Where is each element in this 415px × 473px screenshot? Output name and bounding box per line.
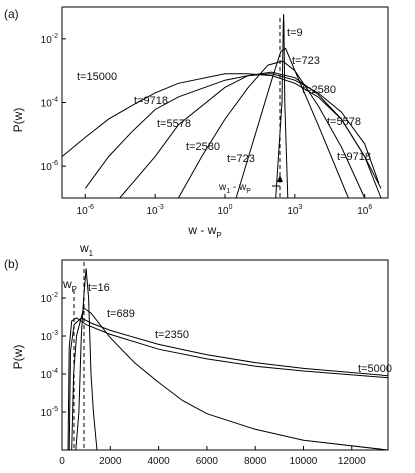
panel-a-curve <box>177 60 366 199</box>
panel-b-xticks: 0 2000 4000 6000 8000 10000 12000 <box>59 446 366 467</box>
panel-a-ylabel: P(w) <box>11 108 25 133</box>
panel-a-marker-label: w1 - wP <box>218 182 251 195</box>
panel-b-ytick-label: 10-5 <box>41 406 58 419</box>
panel-b-ytick-label: 10-2 <box>41 292 58 305</box>
panel-a-curve-label: t=723 <box>292 55 320 67</box>
panel-a-curves <box>61 14 382 199</box>
panel-b-xtick-label: 0 <box>59 456 65 467</box>
panel-b-xtick-label: 8000 <box>244 456 267 467</box>
panel-a-xticks: 10-6 10-3 100 103 106 <box>77 194 372 217</box>
panel-b-curve <box>71 307 389 451</box>
panel-a-frame <box>61 6 389 199</box>
panel-b-xtick-label: 6000 <box>196 456 219 467</box>
panel-a: (a) P(w) 10-210-410-6 10-6 10-3 100 103 106 … <box>4 6 389 240</box>
panel-b: (b) P(w) 10-2 10-3 10-4 10-5 0 2000 4000 6000 8… <box>4 241 392 467</box>
panel-a-xtick-label: 100 <box>217 204 232 217</box>
panel-a-label: (a) <box>4 7 19 21</box>
panel-a-curve-label: t=2580 <box>302 84 336 96</box>
panel-a-ytick-label: 10-4 <box>41 97 58 110</box>
panel-b-curve <box>75 268 98 451</box>
panel-a-yticks: 10-2 10-4 10-6 <box>41 33 66 173</box>
panel-b-wp-label: wP <box>62 277 77 294</box>
panel-a-curve-label: t=5578 <box>327 116 361 128</box>
panel-b-ytick-label: 10-3 <box>41 330 58 343</box>
panel-a-xtick-label: 10-3 <box>146 204 163 217</box>
panel-a-xlabel: w - wP <box>187 223 221 240</box>
panel-b-frame <box>61 259 389 451</box>
panel-a-ytick-label: 10-6 <box>41 160 58 173</box>
panel-b-curve-label: t=16 <box>88 282 110 294</box>
panel-a-curve-label: t=9 <box>287 27 303 39</box>
panel-b-ytick-label: 10-4 <box>41 368 58 381</box>
panel-b-curve-label: t=5000 <box>358 363 392 375</box>
panel-a-curve <box>275 14 289 199</box>
panel-b-curves <box>67 268 389 451</box>
panel-b-curve-label: t=689 <box>107 308 135 320</box>
panel-b-xtick-label: 12000 <box>338 456 366 467</box>
panel-b-curve-labels: t=16 t=689 t=2350 t=5000 <box>88 282 392 375</box>
panel-b-label: (b) <box>4 257 19 271</box>
panel-a-curve-label: t=9718 <box>337 151 371 163</box>
panel-a-curve-labels: t=9 t=723 t=723 t=2580 t=2580 t=5578 t=5578 t=9… <box>77 27 371 165</box>
panel-b-curve <box>68 317 389 451</box>
panel-a-marker-arrowhead <box>277 175 283 182</box>
panel-a-curve <box>84 73 380 189</box>
panel-b-curve <box>67 317 389 451</box>
panel-b-ylabel: P(w) <box>11 345 25 370</box>
panel-b-w1-label: w1 <box>79 241 94 258</box>
panel-b-xtick-label: 2000 <box>99 456 122 467</box>
panel-a-xtick-label: 10-6 <box>77 204 94 217</box>
panel-b-xtick-label: 10000 <box>290 456 318 467</box>
panel-b-curve-label: t=2350 <box>155 329 189 341</box>
panel-a-curve-label: t=723 <box>227 153 255 165</box>
panel-a-ytick-label: 10-2 <box>41 33 58 46</box>
panel-a-curve <box>235 47 349 199</box>
panel-a-curve-label: t=5578 <box>157 118 191 130</box>
panel-a-curve-label: t=9718 <box>134 95 168 107</box>
panel-b-yticks: 10-2 10-3 10-4 10-5 <box>41 292 66 419</box>
panel-a-curve-label: t=15000 <box>77 71 117 83</box>
panel-a-xtick-label: 106 <box>357 204 372 217</box>
panel-a-curve-label: t=2580 <box>186 141 220 153</box>
panel-b-xtick-label: 4000 <box>147 456 170 467</box>
panel-a-curve <box>61 73 382 189</box>
panel-a-xtick-label: 103 <box>287 204 302 217</box>
